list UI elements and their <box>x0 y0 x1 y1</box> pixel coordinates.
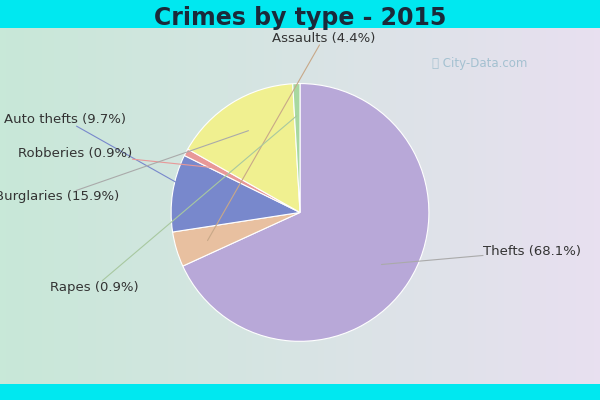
Wedge shape <box>171 156 300 232</box>
Text: Thefts (68.1%): Thefts (68.1%) <box>382 245 581 264</box>
Text: Auto thefts (9.7%): Auto thefts (9.7%) <box>4 113 205 198</box>
Wedge shape <box>173 212 300 266</box>
Text: Crimes by type - 2015: Crimes by type - 2015 <box>154 6 446 30</box>
Text: Robberies (0.9%): Robberies (0.9%) <box>18 147 214 168</box>
Wedge shape <box>293 84 300 212</box>
Text: ⓘ City-Data.com: ⓘ City-Data.com <box>433 58 527 70</box>
Wedge shape <box>188 84 300 212</box>
Text: Rapes (0.9%): Rapes (0.9%) <box>50 116 296 294</box>
Wedge shape <box>183 84 429 341</box>
Text: Burglaries (15.9%): Burglaries (15.9%) <box>0 131 248 204</box>
Text: Assaults (4.4%): Assaults (4.4%) <box>208 32 375 240</box>
Wedge shape <box>184 149 300 212</box>
